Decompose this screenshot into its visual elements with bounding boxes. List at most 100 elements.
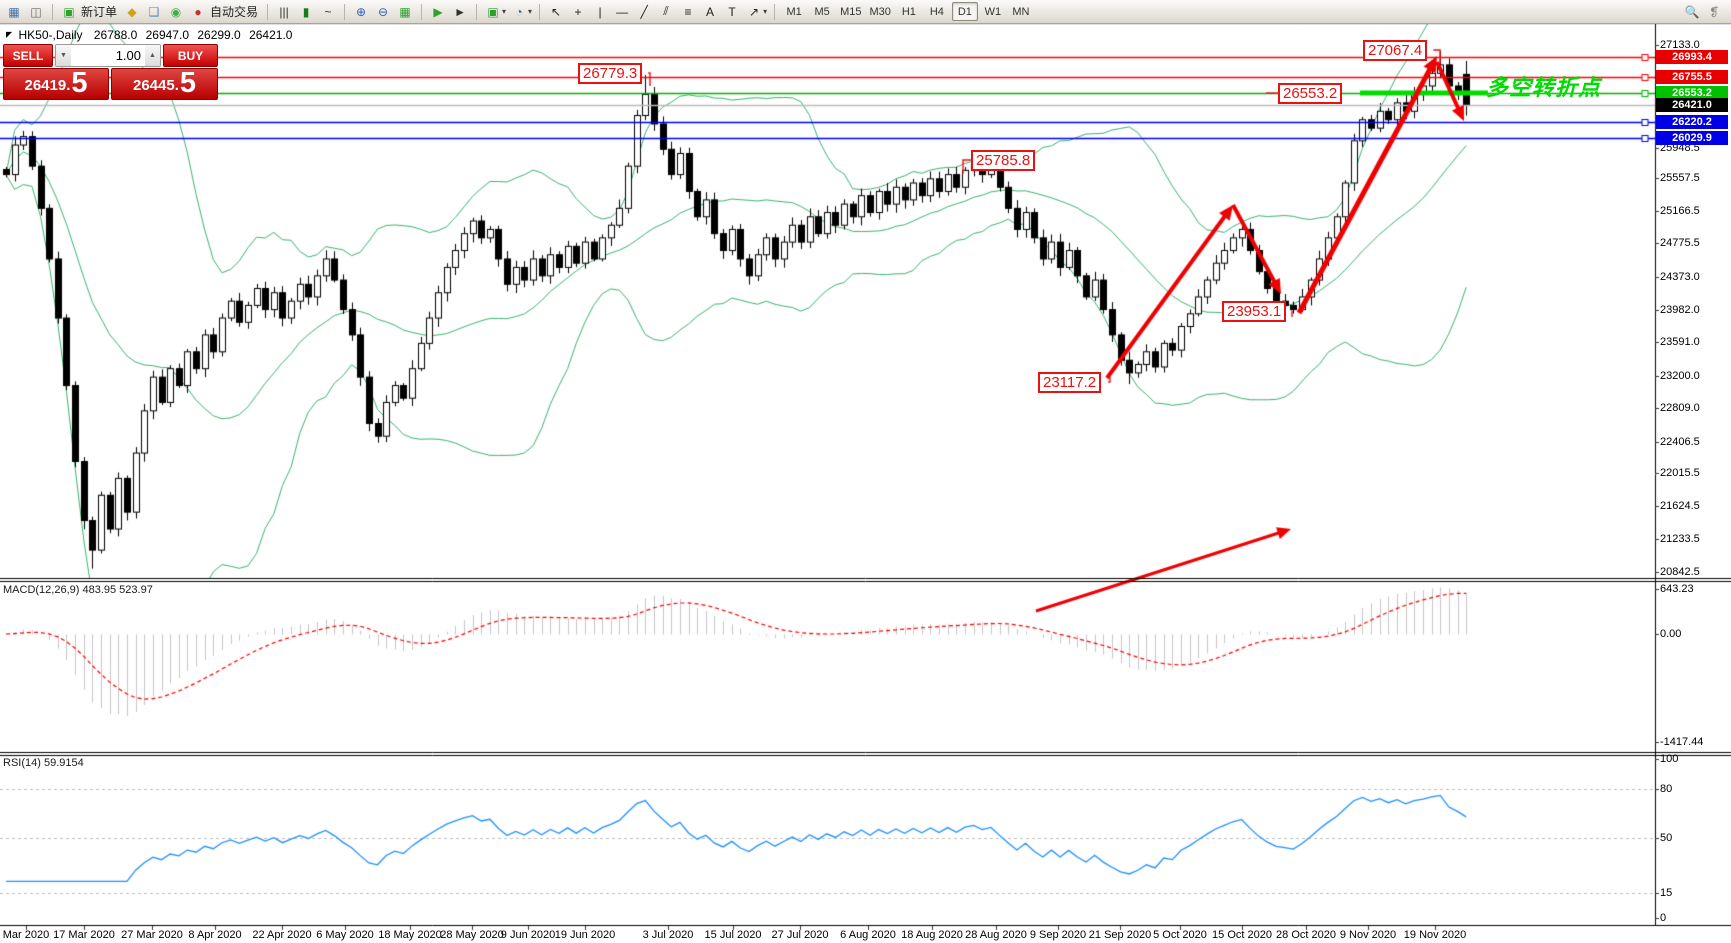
toolbar-separator — [421, 3, 423, 20]
timeframe-group: M1 M5 M15 M30 H1 H4 D1 W1 MN — [777, 0, 1038, 23]
cursor-icon[interactable]: ↖ — [551, 4, 562, 19]
vertical-line-icon[interactable]: | — [598, 4, 602, 19]
price-axis-badge: 26029.9 — [1656, 131, 1728, 145]
macd-axis-tick: -1417.44 — [1660, 736, 1704, 748]
sell-price-frac: 5 — [71, 67, 88, 99]
sell-price-sep: . — [66, 77, 71, 94]
ohlc-high: 26947.0 — [145, 28, 189, 42]
macd-axis-tick: 643.23 — [1660, 583, 1694, 595]
volume-decrease-button[interactable]: ▼ — [56, 45, 71, 66]
add-indicator-icon[interactable]: ▣ — [487, 4, 499, 19]
price-axis-tick: 22809.0 — [1660, 402, 1700, 414]
new-order-label[interactable]: 新订单 — [81, 5, 118, 19]
text-icon[interactable]: A — [706, 4, 715, 19]
toolbar-separator — [539, 3, 541, 20]
price-axis-tick: 21624.5 — [1660, 500, 1700, 512]
price-annotation-label[interactable]: 26553.2 — [1278, 83, 1343, 104]
price-annotation-label[interactable]: 26779.3 — [578, 63, 643, 84]
price-annotation-label[interactable]: 23953.1 — [1222, 301, 1287, 322]
timeframe-button-mn[interactable]: MN — [1012, 5, 1030, 18]
timeframe-button-h4[interactable]: H4 — [929, 5, 944, 18]
trendline-icon[interactable]: ╱ — [640, 4, 648, 19]
buy-price-sep: . — [174, 77, 179, 94]
fibonacci-icon[interactable]: ≡ — [684, 4, 692, 19]
chart-shift-icon[interactable]: ► — [454, 4, 466, 19]
price-annotation-label[interactable]: 27067.4 — [1363, 40, 1428, 61]
price-axis-badge: 26993.4 — [1656, 50, 1728, 64]
timeframe-button-m15[interactable]: M15 — [840, 5, 862, 18]
time-axis-label: 9 Jun 2020 — [500, 929, 556, 941]
chat-icon[interactable]: ❡ — [1708, 4, 1720, 19]
chart-window-icon[interactable]: ▦ — [8, 4, 20, 19]
depth-of-market-icon[interactable]: ◆ — [127, 4, 137, 19]
add-indicator-icon-dropdown[interactable]: ▾ — [502, 7, 507, 16]
price-axis-tick: 25166.5 — [1660, 205, 1700, 217]
price-annotation-label[interactable]: 25785.8 — [971, 150, 1036, 171]
time-axis-label: 19 Nov 2020 — [1403, 929, 1467, 941]
rsi-axis-tick: 15 — [1660, 887, 1673, 899]
volume-increase-button[interactable]: ▲ — [145, 45, 160, 66]
macd-axis-tick: 0.00 — [1660, 628, 1682, 640]
ohlc-open: 26788.0 — [93, 28, 138, 42]
volume-input[interactable]: 1.00 — [115, 48, 141, 63]
periods-icon-dropdown[interactable]: ▾ — [528, 7, 533, 16]
arrows-icon[interactable]: ↗ — [749, 4, 760, 19]
signals-icon[interactable]: ◉ — [170, 4, 182, 19]
arrows-icon-dropdown[interactable]: ▾ — [763, 7, 768, 16]
price-axis-tick: 24373.0 — [1660, 271, 1700, 283]
time-axis-label: 27 Mar 2020 — [121, 929, 183, 941]
zoom-out-icon[interactable]: ⊖ — [378, 4, 389, 19]
price-axis-badge: 26553.2 — [1656, 86, 1728, 100]
buy-button[interactable]: BUY — [163, 44, 218, 67]
timeframe-button-m5[interactable]: M5 — [814, 5, 830, 18]
price-axis-tick: 22015.5 — [1660, 467, 1700, 479]
time-axis-label: 18 Aug 2020 — [901, 929, 963, 941]
bar-chart-icon[interactable]: ||| — [279, 4, 289, 19]
rsi-label: RSI(14) 59.9154 — [3, 757, 84, 769]
navigator-icon[interactable]: ❑ — [148, 4, 160, 19]
candle-chart-icon[interactable]: ▮ — [302, 4, 310, 19]
chinese-note-annotation[interactable]: 多空转折点 — [1486, 75, 1602, 100]
timeframe-button-w1[interactable]: W1 — [984, 5, 1002, 18]
sell-button[interactable]: SELL — [3, 44, 53, 67]
price-axis-tick: 23200.0 — [1660, 370, 1700, 382]
sell-price-button[interactable]: 26419. 5 — [3, 68, 109, 100]
time-axis-label: 18 May 2020 — [378, 929, 442, 941]
buy-price-main: 26445 — [132, 77, 175, 94]
equidistant-channel-icon[interactable]: ⫽ — [663, 4, 669, 18]
chart-title: ◤ HK50-,Daily 26788.0 26947.0 26299.0 26… — [6, 28, 292, 42]
toolbar-separator — [774, 3, 776, 20]
toolbar: ▦ ◫ ▣ 新订单 ◆ ❑ ◉ ● 自动交易 ||| ▮ ~ ⊕ ⊖ ▦ ▶ ► ▣ ▾ ◔ ▾ ↖ + | — ╱ ⫽ ≡ A T ↗ ▾ M… — [0, 0, 1731, 24]
zoom-in-icon[interactable]: ⊕ — [356, 4, 367, 19]
price-axis-tick: 22406.5 — [1660, 436, 1700, 448]
price-axis-tick: 27133.0 — [1660, 39, 1700, 51]
timeframe-button-m30[interactable]: M30 — [869, 5, 891, 18]
periods-icon[interactable]: ◔ — [515, 4, 523, 19]
autotrade-icon[interactable]: ● — [194, 4, 202, 19]
zoom-window-icon[interactable]: ◫ — [30, 4, 42, 19]
timeframe-button-m1[interactable]: M1 — [786, 5, 802, 18]
price-annotation-label[interactable]: 23117.2 — [1038, 372, 1102, 393]
rsi-axis-tick: 50 — [1660, 832, 1673, 844]
time-axis-label: 15 Oct 2020 — [1212, 929, 1272, 941]
time-axis-label: 6 Aug 2020 — [840, 929, 896, 941]
buy-price-frac: 5 — [179, 67, 197, 99]
timeframe-button-h1[interactable]: H1 — [901, 5, 916, 18]
price-axis-tick: 21233.5 — [1660, 533, 1700, 545]
timeframe-button-d1[interactable]: D1 — [951, 2, 978, 21]
line-chart-icon[interactable]: ~ — [324, 4, 332, 19]
price-axis-tick: 25557.5 — [1660, 172, 1700, 184]
search-icon[interactable]: 🔍 — [1684, 4, 1700, 19]
tile-windows-icon[interactable]: ▦ — [399, 4, 411, 19]
text-label-icon[interactable]: T — [728, 4, 736, 19]
crosshair-icon[interactable]: + — [574, 4, 582, 19]
rsi-axis-tick: 100 — [1660, 753, 1679, 765]
horizontal-line-icon[interactable]: — — [616, 4, 629, 19]
macd-label: MACD(12,26,9) 483.95 523.97 — [3, 584, 153, 596]
new-order-icon[interactable]: ▣ — [63, 4, 75, 19]
autotrade-label[interactable]: 自动交易 — [210, 5, 259, 19]
auto-scroll-icon[interactable]: ▶ — [433, 4, 443, 19]
price-axis-tick: 23982.0 — [1660, 304, 1700, 316]
buy-price-button[interactable]: 26445. 5 — [111, 68, 218, 100]
